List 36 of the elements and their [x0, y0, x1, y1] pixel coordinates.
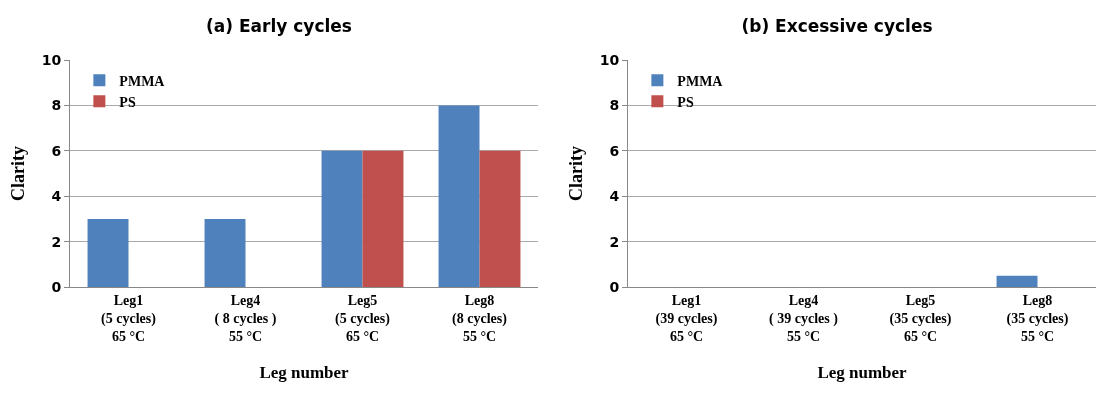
x-tick-label: Leg4 ( 8 cycles ) 55 °C — [214, 292, 277, 345]
chart-title: (a) Early cycles — [206, 16, 352, 37]
x-tick-label: Leg1 (39 cycles) 65 °C — [655, 292, 718, 345]
legend-label: PMMA — [677, 73, 724, 89]
x-tick-label: Leg8 (35 cycles) 55 °C — [1006, 292, 1069, 345]
x-axis-title: Leg number — [259, 362, 350, 382]
x-tick-label: Leg4 ( 39 cycles ) 55 °C — [769, 292, 839, 345]
y-tick-label: 2 — [609, 233, 620, 250]
x-tick-label: Leg1 (5 cycles) 65 °C — [101, 292, 157, 345]
chart-title: (b) Excessive cycles — [741, 16, 933, 37]
y-tick-label: 6 — [51, 142, 62, 159]
bar — [87, 218, 129, 287]
y-tick-label: 2 — [51, 233, 62, 250]
bar — [479, 150, 521, 287]
y-tick-label: 0 — [51, 278, 62, 295]
x-axis-title: Leg number — [817, 362, 908, 382]
bar — [438, 105, 480, 287]
y-tick-label: 6 — [609, 142, 620, 159]
x-tick-label: Leg5 (35 cycles) 65 °C — [889, 292, 952, 345]
y-tick-label: 10 — [599, 51, 620, 68]
y-tick-label: 8 — [51, 97, 62, 114]
legend-label: PMMA — [119, 73, 166, 89]
y-tick-label: 4 — [609, 188, 620, 205]
y-tick-label: 4 — [51, 188, 62, 205]
legend-label: PS — [677, 94, 694, 110]
bar — [362, 150, 404, 287]
y-tick-label: 8 — [609, 97, 620, 114]
bar — [321, 150, 363, 287]
legend-label: PS — [119, 94, 136, 110]
y-tick-label: 10 — [41, 51, 62, 68]
x-tick-label: Leg5 (5 cycles) 65 °C — [335, 292, 391, 345]
y-axis-title: Clarity — [566, 146, 586, 201]
y-axis-title: Clarity — [8, 146, 28, 201]
x-tick-label: Leg8 (8 cycles) 55 °C — [452, 292, 508, 345]
y-tick-label: 0 — [609, 278, 620, 295]
bar — [204, 218, 246, 287]
